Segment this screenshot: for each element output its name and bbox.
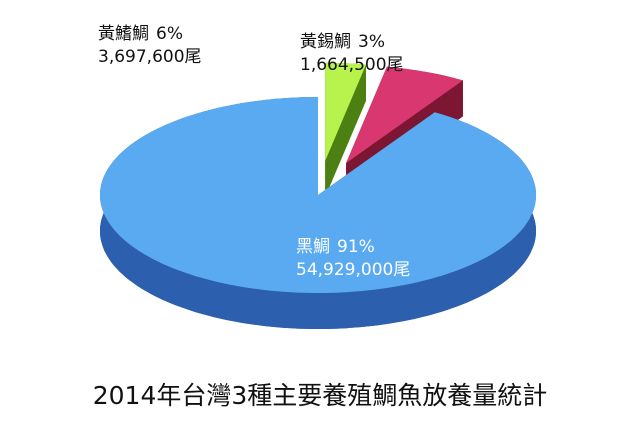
value-label: 3%	[358, 32, 385, 52]
count-label: 54,929,000尾	[296, 260, 410, 280]
pie	[100, 62, 536, 329]
value-label: 6%	[156, 24, 183, 44]
slice-label: 黑鯛 91%	[296, 237, 375, 257]
value-label: 91%	[337, 237, 375, 257]
count-label: 3,697,600尾	[98, 47, 202, 67]
category-label: 黃鰭鯛	[98, 24, 149, 44]
slice-label: 黃鰭鯛 6%	[98, 24, 183, 44]
slice-top	[325, 62, 366, 161]
chart-title: 2014年台灣3種主要養殖鯛魚放養量統計	[93, 381, 548, 410]
slice-label: 黃錫鯛 3%	[300, 32, 385, 52]
category-label: 黑鯛	[296, 237, 330, 257]
slice-top	[346, 66, 463, 164]
category-label: 黃錫鯛	[300, 32, 351, 52]
count-label: 1,664,500尾	[300, 55, 404, 75]
slice-top	[100, 97, 536, 293]
